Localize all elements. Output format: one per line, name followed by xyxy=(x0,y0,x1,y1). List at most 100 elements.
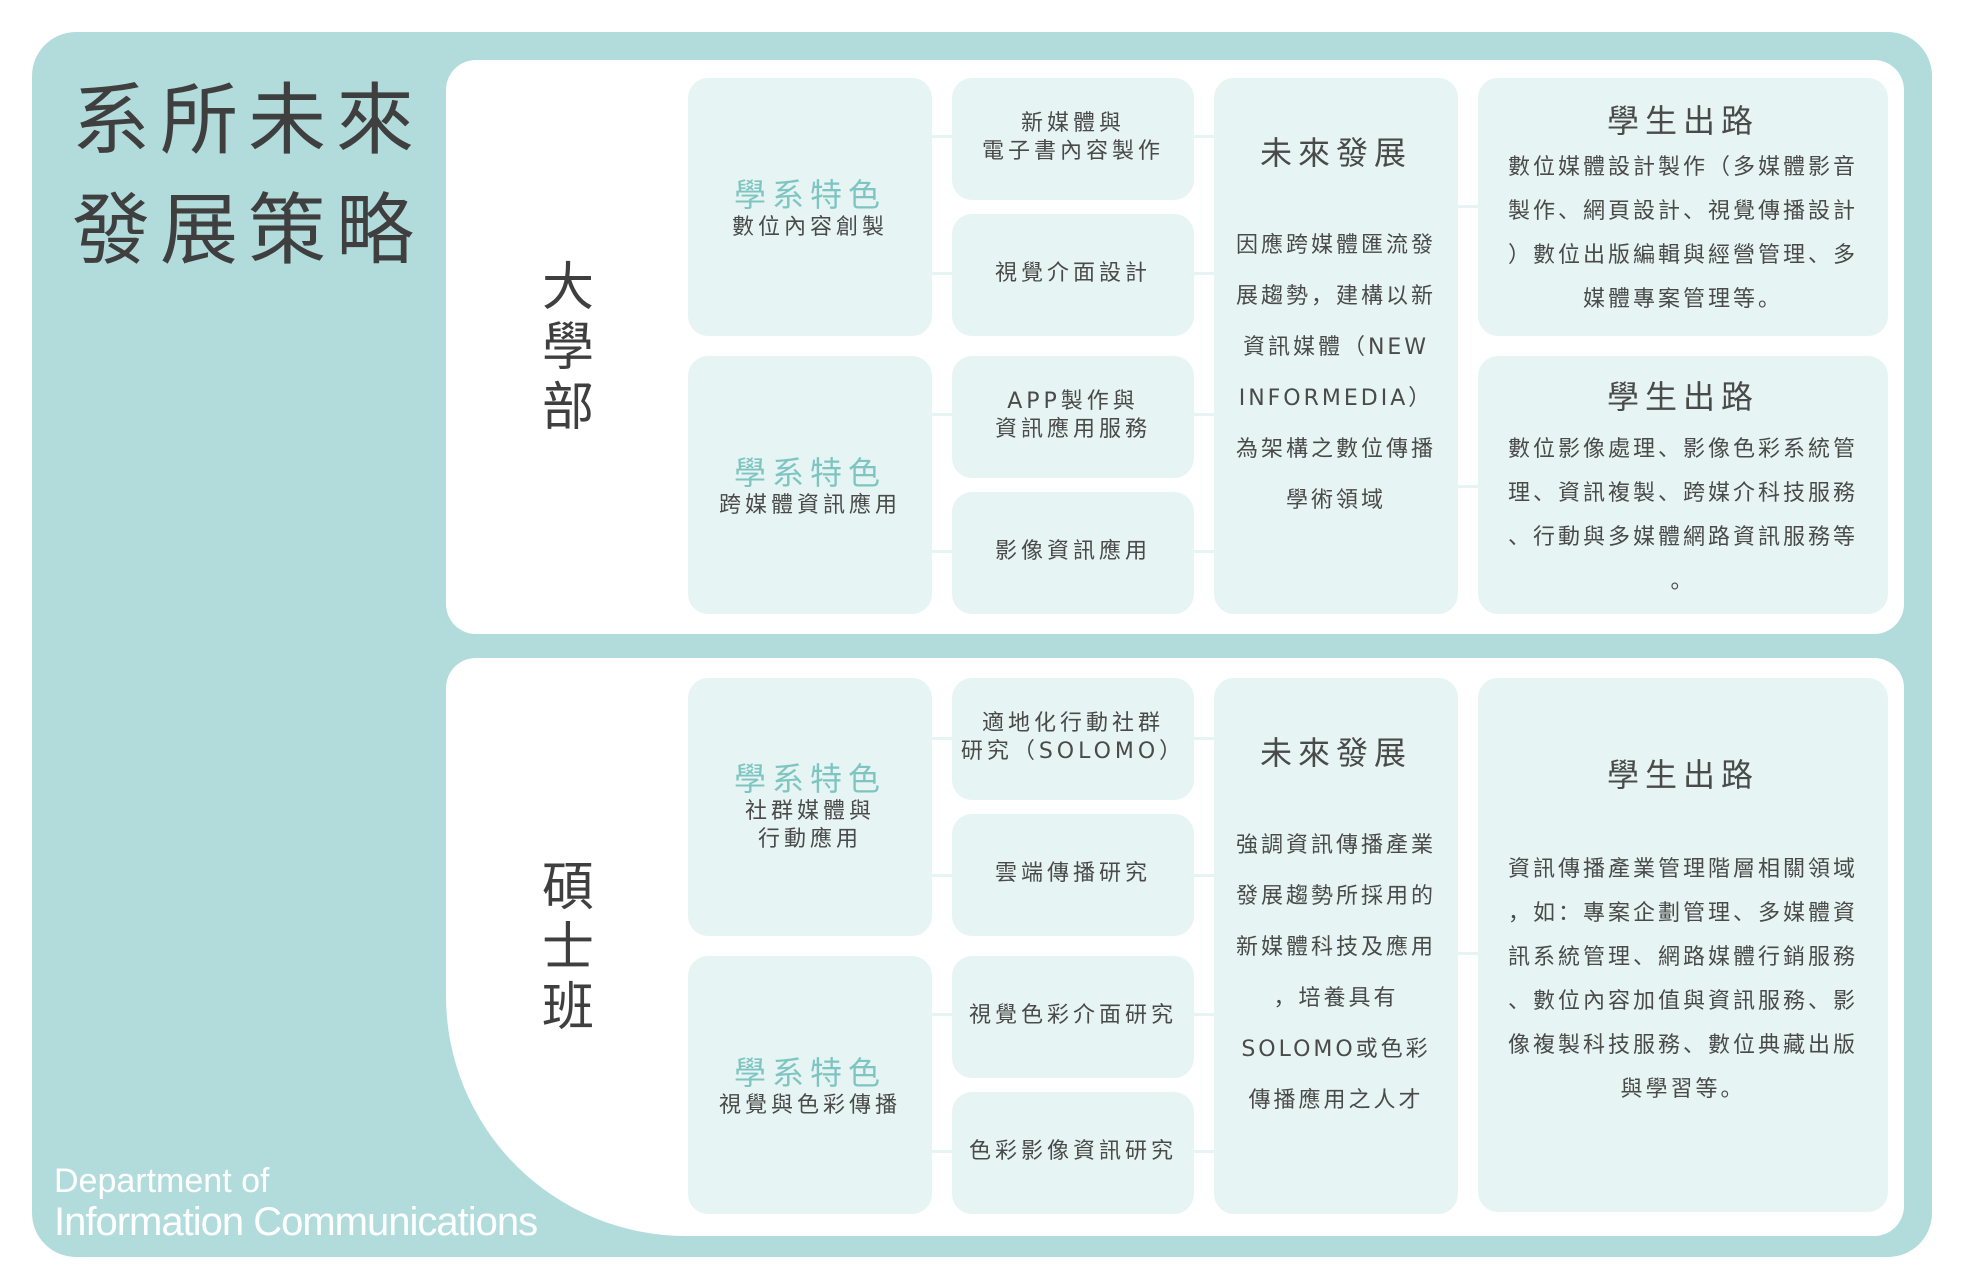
connector xyxy=(932,1013,952,1016)
connector xyxy=(1194,737,1214,740)
career-body-line: 訊系統管理、網路媒體行銷服務 xyxy=(1507,945,1858,970)
item-box-visual-interface: 視覺介面設計 xyxy=(952,214,1194,336)
career-body-line: 理、資訊複製、跨媒介科技服務 xyxy=(1507,481,1858,506)
career-body-line: 製作、網頁設計、視覺傳播設計 xyxy=(1507,199,1858,224)
connector xyxy=(932,1150,952,1153)
career-box-undergrad-1: 學生出路 數位媒體設計製作（多媒體影音 製作、網頁設計、視覺傳播設計 ）數位出版… xyxy=(1478,78,1888,336)
item-label-line: 電子書內容製作 xyxy=(981,139,1164,164)
connector xyxy=(932,737,952,740)
future-body: 因應跨媒體匯流發 展趨勢，建構以新 資訊媒體（NEW INFORMEDIA） 為… xyxy=(1214,220,1458,526)
item-label-line: 雲端傳播研究 xyxy=(994,861,1151,886)
career-body: 資訊傳播產業管理階層相關領域 ，如：專案企劃管理、多媒體資 訊系統管理、網路媒體… xyxy=(1478,848,1888,1112)
connector xyxy=(1194,550,1214,553)
page-title-line-2: 發展策略 xyxy=(72,186,425,276)
future-box-master: 未來發展 強調資訊傳播產業 發展趨勢所採用的 新媒體科技及應用 ，培養具有 SO… xyxy=(1214,678,1458,1214)
future-body-line: 傳播應用之人才 xyxy=(1248,1088,1424,1113)
feature-box-digital-content: 學系特色 數位內容創製 xyxy=(688,78,932,336)
feature-box-visual-color: 學系特色 視覺與色彩傳播 xyxy=(688,956,932,1214)
connector xyxy=(1458,952,1478,955)
item-label-line: 影像資訊應用 xyxy=(994,539,1151,564)
department-line-2: Information Communications xyxy=(54,1200,538,1244)
future-body-line: 資訊媒體（NEW xyxy=(1242,335,1430,360)
future-body-line: 發展趨勢所採用的 xyxy=(1235,884,1436,909)
career-body-line: 。 xyxy=(1670,569,1696,594)
item-label-line: 色彩影像資訊研究 xyxy=(968,1139,1177,1164)
future-body-line: 為架構之數位傳播 xyxy=(1235,437,1436,462)
connector xyxy=(932,550,952,553)
undergrad-level-char: 部 xyxy=(541,378,594,438)
career-box-undergrad-2: 學生出路 數位影像處理、影像色彩系統管 理、資訊複製、跨媒介科技服務 、行動與多… xyxy=(1478,356,1888,614)
future-body-line: 因應跨媒體匯流發 xyxy=(1235,233,1436,258)
item-box-color-image-info: 色彩影像資訊研究 xyxy=(952,1092,1194,1214)
career-body-line: 像複製科技服務、數位典藏出版 xyxy=(1507,1033,1858,1058)
future-body-line: INFORMEDIA） xyxy=(1238,386,1434,411)
feature-subtitle-line: 行動應用 xyxy=(757,827,862,852)
item-box-visual-color-interface: 視覺色彩介面研究 xyxy=(952,956,1194,1078)
item-box-image-info: 影像資訊應用 xyxy=(952,492,1194,614)
connector xyxy=(1458,485,1478,488)
feature-subtitle: 跨媒體資訊應用 xyxy=(718,493,901,518)
item-label-line: 視覺色彩介面研究 xyxy=(968,1003,1177,1028)
future-body: 強調資訊傳播產業 發展趨勢所採用的 新媒體科技及應用 ，培養具有 SOLOMO或… xyxy=(1214,820,1458,1126)
career-title: 學生出路 xyxy=(1606,378,1759,416)
connector xyxy=(932,413,952,416)
future-body-line: ，培養具有 xyxy=(1273,986,1399,1011)
connector xyxy=(1194,1013,1214,1016)
master-level-char: 士 xyxy=(541,918,594,978)
feature-subtitle-line: 社群媒體與 xyxy=(744,799,875,824)
future-title: 未來發展 xyxy=(1259,734,1412,772)
connector xyxy=(932,135,952,138)
item-label-line: 視覺介面設計 xyxy=(994,261,1151,286)
career-body-line: 與學習等。 xyxy=(1620,1077,1746,1102)
item-label-line: 適地化行動社群 xyxy=(981,711,1164,736)
item-label-line: 研究（SOLOMO） xyxy=(960,739,1186,764)
master-level-char: 班 xyxy=(541,978,594,1038)
item-box-new-media-ebook: 新媒體與 電子書內容製作 xyxy=(952,78,1194,200)
connector xyxy=(1194,413,1214,416)
career-box-master: 學生出路 資訊傳播產業管理階層相關領域 ，如：專案企劃管理、多媒體資 訊系統管理… xyxy=(1478,678,1888,1212)
career-body-line: 、數位內容加值與資訊服務、影 xyxy=(1507,989,1858,1014)
connector xyxy=(1458,205,1478,208)
undergrad-level-char: 大 xyxy=(541,258,594,318)
connector xyxy=(932,272,952,275)
career-body-line: 媒體專案管理等。 xyxy=(1582,287,1783,312)
item-label-line: 資訊應用服務 xyxy=(994,417,1151,442)
master-level-char: 碩 xyxy=(541,858,594,918)
feature-subtitle-line: 視覺與色彩傳播 xyxy=(718,1093,901,1118)
connector xyxy=(1194,1150,1214,1153)
career-title: 學生出路 xyxy=(1606,756,1759,794)
feature-title: 學系特色 xyxy=(733,176,886,214)
career-body-line: 資訊傳播產業管理階層相關領域 xyxy=(1507,857,1858,882)
future-body-line: SOLOMO或色彩 xyxy=(1241,1037,1431,1062)
undergrad-level-char: 學 xyxy=(541,318,594,378)
career-body-line: 、行動與多媒體網路資訊服務等 xyxy=(1507,525,1858,550)
future-body-line: 展趨勢，建構以新 xyxy=(1235,284,1436,309)
page-title: 系所未來 發展策略 xyxy=(72,66,432,286)
career-body-line: 數位媒體設計製作（多媒體影音 xyxy=(1507,155,1858,180)
feature-box-social-mobile: 學系特色 社群媒體與 行動應用 xyxy=(688,678,932,936)
item-box-solomo: 適地化行動社群 研究（SOLOMO） xyxy=(952,678,1194,800)
undergrad-level-label: 大 學 部 xyxy=(538,258,598,438)
item-box-app-services: APP製作與 資訊應用服務 xyxy=(952,356,1194,478)
career-body-line: 數位影像處理、影像色彩系統管 xyxy=(1507,437,1858,462)
future-body-line: 學術領域 xyxy=(1285,488,1386,513)
feature-title: 學系特色 xyxy=(733,1054,886,1092)
feature-title: 學系特色 xyxy=(733,760,886,798)
connector xyxy=(1194,272,1214,275)
career-body-line: ，如：專案企劃管理、多媒體資 xyxy=(1507,901,1858,926)
department-line-1: Department of xyxy=(54,1162,270,1200)
career-body-line: ）數位出版編輯與經營管理、多 xyxy=(1507,243,1858,268)
item-box-cloud: 雲端傳播研究 xyxy=(952,814,1194,936)
career-body: 數位影像處理、影像色彩系統管 理、資訊複製、跨媒介科技服務 、行動與多媒體網路資… xyxy=(1478,428,1888,604)
connector xyxy=(1194,135,1214,138)
future-title: 未來發展 xyxy=(1259,134,1412,172)
item-label-line: APP製作與 xyxy=(1007,389,1139,414)
career-body: 數位媒體設計製作（多媒體影音 製作、網頁設計、視覺傳播設計 ）數位出版編輯與經營… xyxy=(1478,146,1888,322)
department-name: Department of Information Communications xyxy=(54,1162,538,1244)
future-body-line: 新媒體科技及應用 xyxy=(1235,935,1436,960)
future-body-line: 強調資訊傳播產業 xyxy=(1235,833,1436,858)
page-title-line-1: 系所未來 xyxy=(72,76,425,166)
feature-box-cross-media: 學系特色 跨媒體資訊應用 xyxy=(688,356,932,614)
feature-subtitle: 數位內容創製 xyxy=(731,215,888,240)
career-title: 學生出路 xyxy=(1606,102,1759,140)
